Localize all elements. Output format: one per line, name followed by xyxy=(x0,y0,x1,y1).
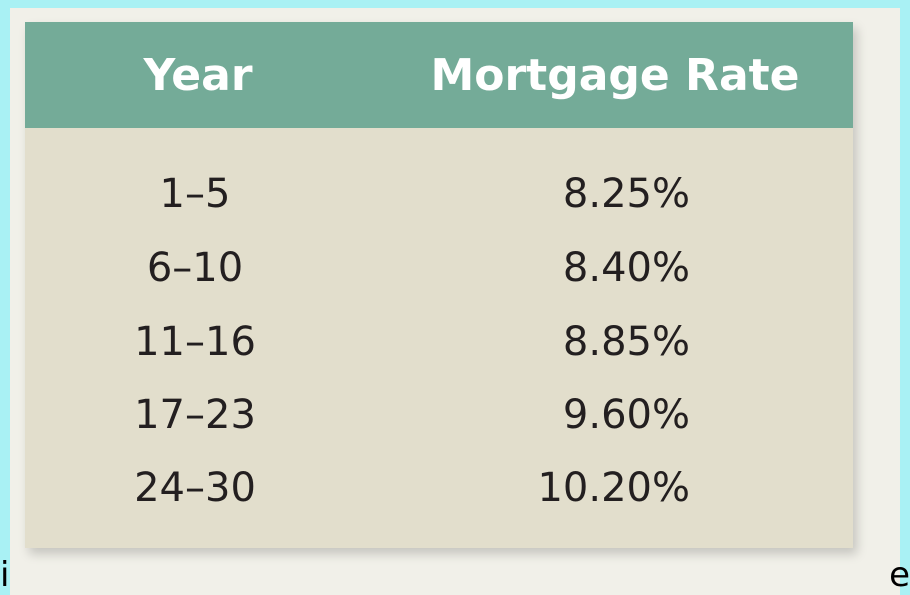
table-row: 24–30 10.20% xyxy=(25,460,853,516)
table-row: 17–23 9.60% xyxy=(25,387,853,443)
table-row: 11–16 8.85% xyxy=(25,314,853,370)
year-cell: 1–5 xyxy=(159,171,231,217)
left-edge-text: i xyxy=(0,555,10,595)
year-cell: 6–10 xyxy=(146,245,244,291)
rate-cell: 8.40% xyxy=(562,245,690,291)
table-header: Year Mortgage Rate xyxy=(25,22,853,128)
right-edge-text: e xyxy=(889,555,910,595)
table-row: 6–10 8.40% xyxy=(25,240,853,296)
year-cell: 17–23 xyxy=(134,392,256,438)
rate-cell: 8.85% xyxy=(562,319,690,365)
header-mortgage-rate: Mortgage Rate xyxy=(430,50,800,101)
rate-cell: 9.60% xyxy=(562,392,690,438)
rate-cell: 8.25% xyxy=(562,171,690,217)
mortgage-rate-table: Year Mortgage Rate 1–5 8.25% 6–10 8.40% … xyxy=(25,22,853,548)
rate-cell: 10.20% xyxy=(537,465,690,511)
header-year: Year xyxy=(143,50,253,101)
year-cell: 11–16 xyxy=(134,319,256,365)
year-cell: 24–30 xyxy=(134,465,256,511)
table-row: 1–5 8.25% xyxy=(25,166,853,222)
